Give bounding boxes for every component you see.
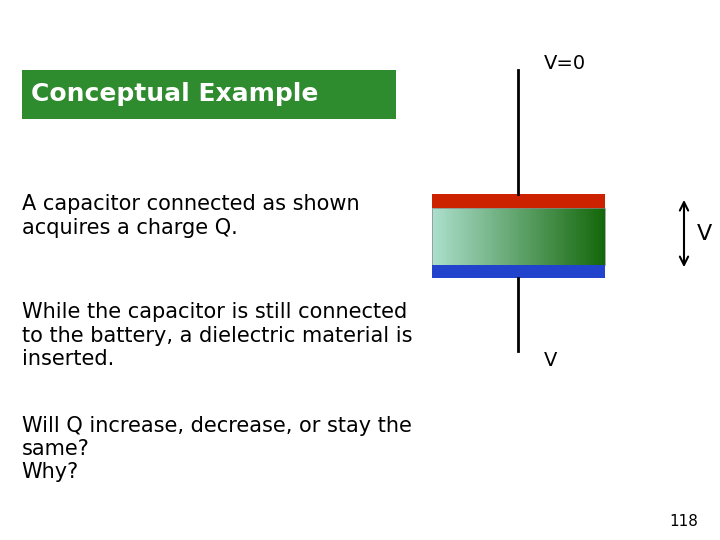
Bar [536,208,539,265]
Bar [553,208,556,265]
Bar [455,208,458,265]
Text: V: V [697,224,712,244]
Bar [432,194,605,208]
Bar [576,208,579,265]
Bar [441,208,444,265]
Bar [513,208,516,265]
Bar [469,208,472,265]
Bar [521,208,524,265]
Bar [492,208,495,265]
Bar [504,208,507,265]
Bar [527,208,530,265]
Text: Will Q increase, decrease, or stay the
same?
Why?: Will Q increase, decrease, or stay the s… [22,416,411,482]
Bar [438,208,441,265]
Bar [541,208,544,265]
Text: 118: 118 [670,514,698,529]
Bar [599,208,602,265]
Bar [588,208,590,265]
Bar [498,208,501,265]
Bar [484,208,487,265]
Bar [432,265,605,278]
Bar [567,208,570,265]
FancyBboxPatch shape [22,70,396,119]
Bar [461,208,464,265]
Bar [449,208,452,265]
Text: V=0: V=0 [544,54,586,73]
Bar [579,208,582,265]
Bar [602,208,605,265]
Bar [556,208,559,265]
Text: Conceptual Example: Conceptual Example [31,83,318,106]
Bar [547,208,550,265]
Bar [593,208,596,265]
Bar [432,208,435,265]
Bar [481,208,484,265]
Bar [539,208,541,265]
Bar [446,208,449,265]
Bar [444,208,446,265]
Bar [490,208,492,265]
Bar [573,208,576,265]
Bar [590,208,593,265]
Bar [585,208,588,265]
Bar [467,208,469,265]
Bar [518,208,521,265]
Text: A capacitor connected as shown
acquires a charge Q.: A capacitor connected as shown acquires … [22,194,359,238]
Bar [562,208,564,265]
Text: V: V [544,351,557,370]
Bar [475,208,478,265]
Bar [464,208,467,265]
Bar [564,208,567,265]
Bar [530,208,533,265]
Bar [516,208,518,265]
Bar [487,208,490,265]
Text: While the capacitor is still connected
to the battery, a dielectric material is
: While the capacitor is still connected t… [22,302,412,369]
Bar [432,208,605,265]
Bar [544,208,547,265]
Bar [582,208,585,265]
Bar [550,208,553,265]
Bar [472,208,475,265]
Bar [501,208,504,265]
Bar [510,208,513,265]
Bar [559,208,562,265]
Bar [458,208,461,265]
Bar [507,208,510,265]
Bar [533,208,536,265]
Bar [478,208,481,265]
Bar [596,208,599,265]
Bar [524,208,527,265]
Bar [435,208,438,265]
Bar [495,208,498,265]
Bar [452,208,455,265]
Bar [570,208,573,265]
